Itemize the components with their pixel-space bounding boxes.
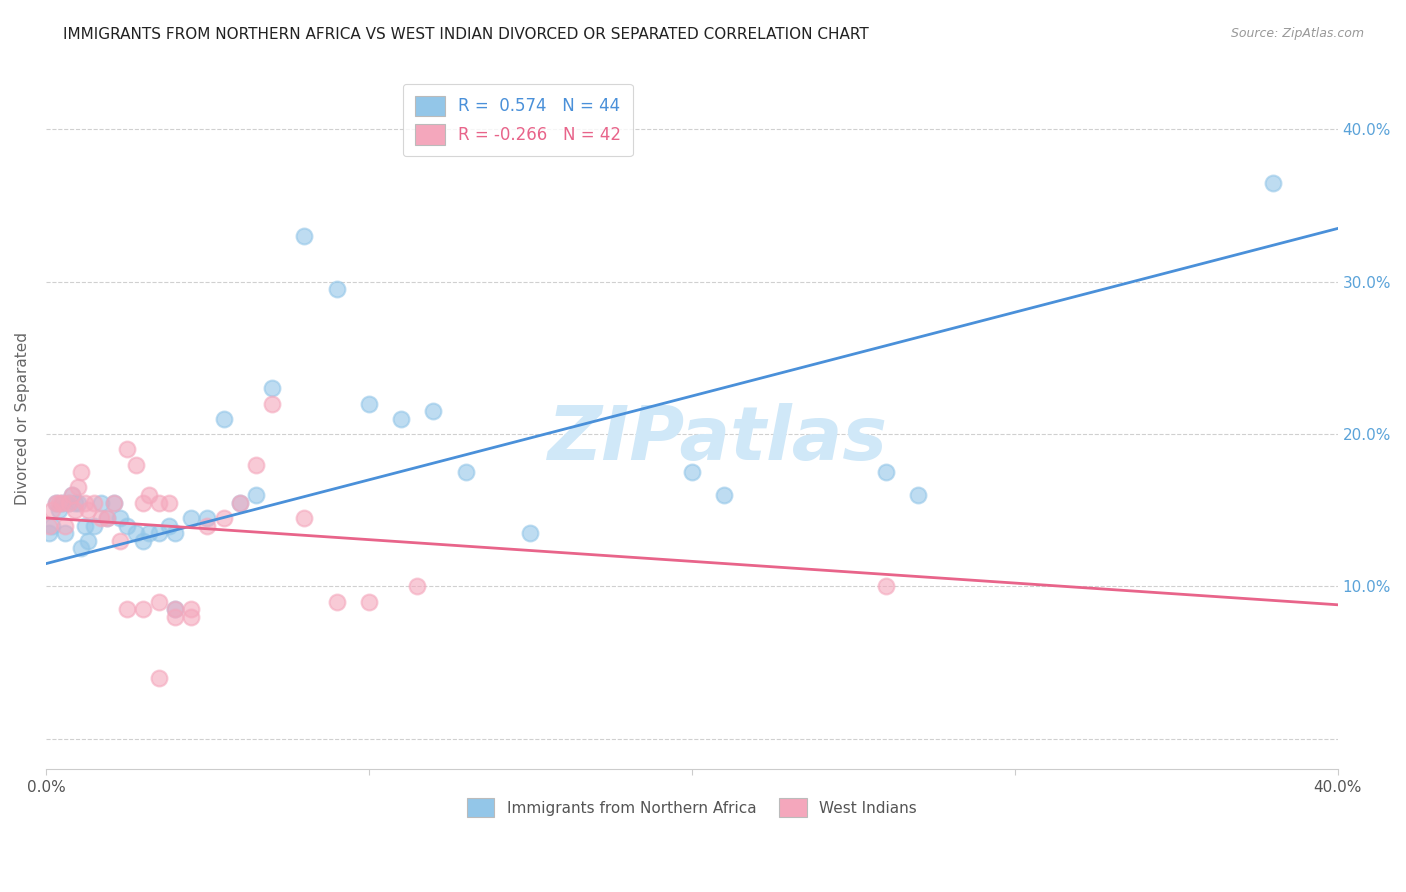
Point [96,511,118,525]
Point [83,518,105,533]
Point [90,511,112,525]
Point [180,610,202,624]
Point [138,526,160,541]
Point [73,496,96,510]
Point [90,496,112,510]
Point [292,511,315,525]
Point [228,496,250,510]
Point [148,496,170,510]
Point [73,518,96,533]
Point [148,526,170,541]
Point [70,541,93,556]
Point [41,518,63,533]
Point [406,580,429,594]
Point [83,496,105,510]
Point [907,488,929,502]
Point [132,602,155,616]
Point [389,412,412,426]
Point [875,465,897,479]
Point [228,496,250,510]
Point [63,503,86,517]
Point [180,602,202,616]
Point [115,518,138,533]
Point [110,533,132,548]
Point [58,496,80,510]
Point [325,595,347,609]
Point [245,458,267,472]
Point [103,496,125,510]
Point [357,397,380,411]
Point [48,496,70,510]
Point [357,595,380,609]
Point [325,282,347,296]
Point [67,480,90,494]
Point [60,488,83,502]
Y-axis label: Divorced or Separated: Divorced or Separated [15,333,30,506]
Point [212,412,235,426]
Point [70,465,93,479]
Point [197,518,219,533]
Point [1261,176,1284,190]
Point [148,595,170,609]
Point [245,488,267,502]
Text: Source: ZipAtlas.com: Source: ZipAtlas.com [1230,27,1364,40]
Point [45,496,67,510]
Point [125,458,148,472]
Point [875,580,897,594]
Point [96,511,118,525]
Point [51,496,73,510]
Point [132,533,155,548]
Point [53,526,76,541]
Point [38,526,60,541]
Point [53,518,76,533]
Point [180,511,202,525]
Point [165,526,187,541]
Text: IMMIGRANTS FROM NORTHERN AFRICA VS WEST INDIAN DIVORCED OR SEPARATED CORRELATION: IMMIGRANTS FROM NORTHERN AFRICA VS WEST … [63,27,869,42]
Point [58,496,80,510]
Point [292,229,315,244]
Point [454,465,477,479]
Point [115,602,138,616]
Point [41,503,63,517]
Point [110,511,132,525]
Point [713,488,735,502]
Legend: Immigrants from Northern Africa, West Indians: Immigrants from Northern Africa, West In… [460,791,924,825]
Point [103,496,125,510]
Point [67,496,90,510]
Point [157,518,180,533]
Point [77,533,100,548]
Point [38,518,60,533]
Point [212,511,235,525]
Point [138,488,160,502]
Point [519,526,541,541]
Point [77,503,100,517]
Point [48,503,70,517]
Point [165,610,187,624]
Point [125,526,148,541]
Point [63,496,86,510]
Point [422,404,444,418]
Point [60,488,83,502]
Point [260,397,283,411]
Point [197,511,219,525]
Point [260,381,283,395]
Point [165,602,187,616]
Point [165,602,187,616]
Point [45,496,67,510]
Point [115,442,138,457]
Point [681,465,703,479]
Point [51,496,73,510]
Point [157,496,180,510]
Text: ZIPatlas: ZIPatlas [548,403,887,476]
Point [132,496,155,510]
Point [148,671,170,685]
